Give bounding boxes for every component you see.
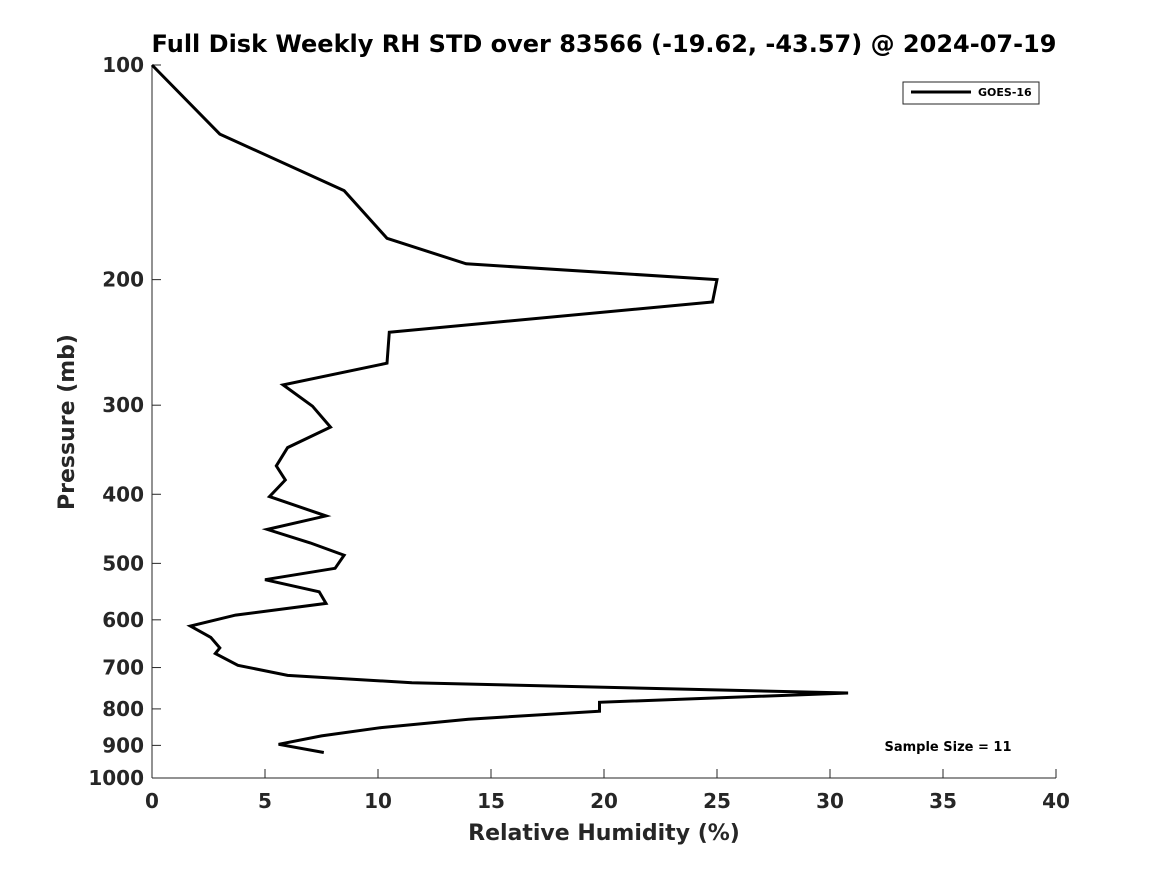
x-tick-label: 40 <box>1042 789 1070 813</box>
y-tick-label: 200 <box>102 268 144 292</box>
x-axis-ticks: 0 5 10 15 20 25 30 35 40 <box>145 769 1070 813</box>
y-tick-label: 500 <box>102 551 144 575</box>
y-tick-label: 400 <box>102 482 144 506</box>
x-tick-label: 0 <box>145 789 159 813</box>
y-tick-label: 600 <box>102 608 144 632</box>
y-axis-label: Pressure (mb) <box>55 334 80 510</box>
series-line-goes-16 <box>150 63 849 754</box>
y-tick-label: 1000 <box>88 766 144 790</box>
x-tick-label: 15 <box>477 789 505 813</box>
y-tick-label: 900 <box>102 733 144 757</box>
legend: GOES-16 <box>902 81 1040 105</box>
y-tick-label: 700 <box>102 656 144 680</box>
chart-title: Full Disk Weekly RH STD over 83566 (-19.… <box>152 30 1057 58</box>
x-axis-label: Relative Humidity (%) <box>468 821 740 846</box>
y-axis-ticks: 100 200 300 400 500 600 700 800 900 1000 <box>88 53 161 790</box>
x-tick-label: 5 <box>258 789 272 813</box>
x-tick-label: 10 <box>364 789 392 813</box>
x-tick-label: 20 <box>590 789 618 813</box>
plot-area <box>152 65 1056 778</box>
y-tick-label: 100 <box>102 53 144 77</box>
x-tick-label: 30 <box>816 789 844 813</box>
sample-size-annotation: Sample Size = 11 <box>884 740 1011 755</box>
y-tick-label: 800 <box>102 697 144 721</box>
y-tick-label: 300 <box>102 393 144 417</box>
x-tick-label: 25 <box>703 789 731 813</box>
x-tick-label: 35 <box>929 789 957 813</box>
series-layer <box>150 63 849 754</box>
legend-label-goes-16: GOES-16 <box>978 86 1032 99</box>
